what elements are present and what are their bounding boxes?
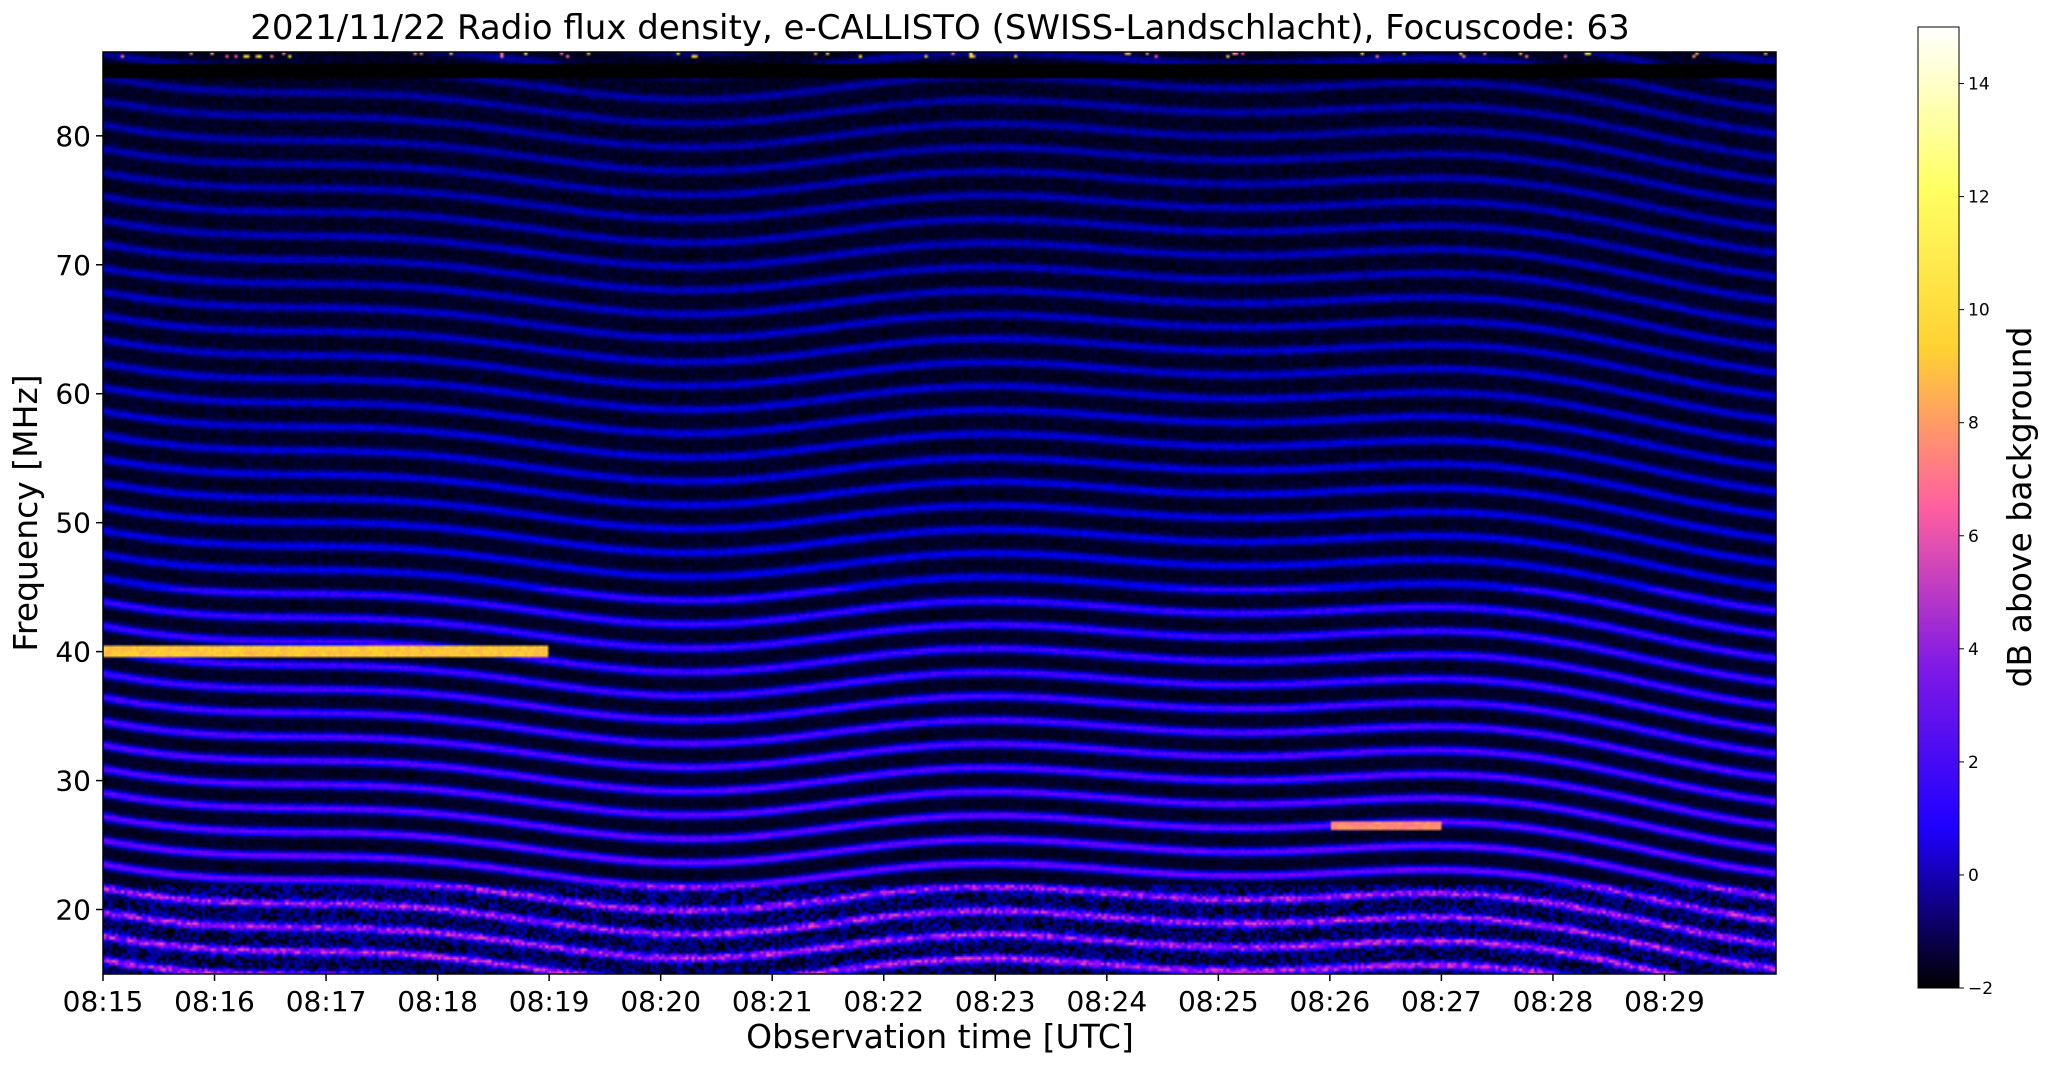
x-tick-label: 08:17: [286, 985, 367, 1018]
colorbar-label: dB above background: [2000, 327, 2039, 688]
chart-title: 2021/11/22 Radio flux density, e-CALLIST…: [250, 8, 1629, 48]
y-axis-label: Frequency [MHz]: [6, 374, 45, 651]
colorbar-tick-label: 4: [1968, 640, 1979, 660]
x-tick-label: 08:23: [955, 985, 1036, 1018]
x-tick-label: 08:26: [1290, 985, 1371, 1018]
x-tick-label: 08:28: [1513, 985, 1594, 1018]
y-tick-label: 30: [55, 765, 91, 798]
colorbar-tick-label: 8: [1968, 414, 1979, 434]
spectrogram-heatmap: [103, 52, 1776, 974]
colorbar-tick-label: 12: [1968, 188, 1990, 208]
x-tick-label: 08:15: [63, 985, 144, 1018]
colorbar-gradient: [1917, 26, 1960, 989]
x-tick-label: 08:18: [397, 985, 478, 1018]
x-axis-label: Observation time [UTC]: [746, 1017, 1134, 1056]
colorbar-tick-label: 2: [1968, 753, 1979, 773]
x-tick-label: 08:20: [620, 985, 701, 1018]
y-tick-label: 50: [55, 507, 91, 540]
colorbar-tick-label: −2: [1968, 979, 1993, 999]
x-tick-label: 08:22: [843, 985, 924, 1018]
colorbar-tick-label: 14: [1968, 75, 1990, 95]
x-tick-label: 08:25: [1178, 985, 1259, 1018]
x-tick-label: 08:16: [174, 985, 255, 1018]
x-tick-label: 08:29: [1624, 985, 1705, 1018]
colorbar: −2 0 2 4 6 8 10 12 14 dB above background: [1917, 26, 2039, 999]
x-tick-label: 08:21: [732, 985, 813, 1018]
colorbar-tick-label: 6: [1968, 527, 1979, 547]
y-tick-label: 40: [55, 636, 91, 669]
colorbar-tick-label: 10: [1968, 301, 1990, 321]
plot-frame: [102, 51, 1777, 975]
y-axis: 20 30 40 50 60 70 80: [55, 120, 103, 927]
x-tick-label: 08:27: [1401, 985, 1482, 1018]
colorbar-tick-label: 0: [1968, 866, 1979, 886]
y-tick-label: 20: [55, 894, 91, 927]
x-tick-label: 08:19: [509, 985, 590, 1018]
y-tick-label: 80: [55, 120, 91, 153]
y-tick-label: 60: [55, 378, 91, 411]
plot-area: [102, 51, 1777, 975]
x-tick-label: 08:24: [1066, 985, 1147, 1018]
x-axis: 08:15 08:16 08:17 08:18 08:19 08:20 08:21 08:22…: [63, 974, 1705, 1018]
y-tick-label: 70: [55, 249, 91, 282]
colorbar-ticks: −2 0 2 4 6 8 10 12 14: [1959, 75, 1993, 999]
